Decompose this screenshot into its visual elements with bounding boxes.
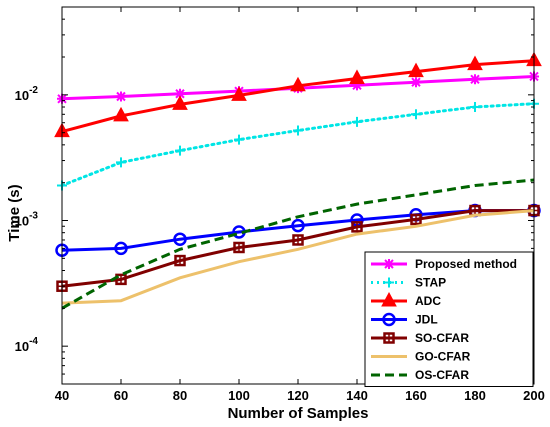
legend-label: ADC [415,294,441,308]
x-tick-label: 180 [464,388,486,403]
data-point [467,55,483,71]
data-point [411,109,421,120]
data-point [349,69,365,84]
data-point [410,213,422,226]
legend-marker [384,259,394,269]
legend-marker [383,332,395,344]
data-point [293,125,303,136]
data-point [352,116,362,127]
legend-label: STAP [415,276,446,290]
legend-item: Proposed method [371,257,517,271]
data-point [291,218,305,233]
x-tick-label: 60 [114,388,128,403]
data-point [231,86,247,101]
x-tick-label: 140 [346,388,368,403]
x-tick-label: 120 [287,388,309,403]
data-point [174,254,186,267]
y-tick-label: 10-2 [15,85,39,103]
data-point [116,91,126,102]
data-point [470,102,480,113]
legend-marker [384,277,394,288]
legend-label: JDL [415,313,438,327]
data-point [113,106,129,122]
legend-item: STAP [371,276,446,290]
data-point [234,134,244,145]
data-point [290,76,306,92]
series-os-cfar [61,178,535,310]
legend-label: OS-CFAR [415,368,469,382]
x-tick-label: 200 [523,388,545,403]
plot-area [54,51,542,310]
series-go-cfar [61,209,535,305]
data-point [175,88,185,99]
legend: Proposed method STAP ADC JDL SO-CFAR GO-CFAR O… [364,251,534,387]
legend-label: Proposed method [415,257,517,271]
data-point [173,232,187,246]
data-point [115,273,127,286]
series-line [60,102,536,187]
data-point [172,95,188,110]
legend-label: GO-CFAR [415,350,471,364]
data-point [408,62,424,78]
y-axis-label: Time (s) [6,184,23,241]
x-tick-label: 40 [55,388,69,403]
data-point [292,234,304,246]
legend-marker [381,291,397,307]
series-line [61,209,534,252]
data-point [411,77,421,88]
legend-item: ADC [371,291,441,308]
data-point [116,157,126,168]
series-line [61,209,535,305]
data-point [233,241,245,254]
y-tick-label: 10-4 [15,336,39,354]
series-adc [54,51,542,138]
series-stap [57,98,539,191]
data-point [351,221,363,233]
x-axis-label: Number of Samples [228,405,369,422]
data-point [114,241,128,256]
legend-box [364,251,534,387]
legend-item: SO-CFAR [371,331,469,345]
legend-label: SO-CFAR [415,331,469,345]
legend-item: JDL [371,313,438,327]
data-point [470,74,480,85]
data-point [175,145,185,156]
data-point [352,80,362,91]
legend-item: OS-CFAR [371,368,469,382]
x-tick-label: 80 [173,388,187,403]
legend-item: GO-CFAR [371,350,471,364]
series-line [61,178,535,310]
x-tick-label: 160 [405,388,427,403]
x-tick-label: 100 [228,388,250,403]
legend-marker [382,312,396,327]
